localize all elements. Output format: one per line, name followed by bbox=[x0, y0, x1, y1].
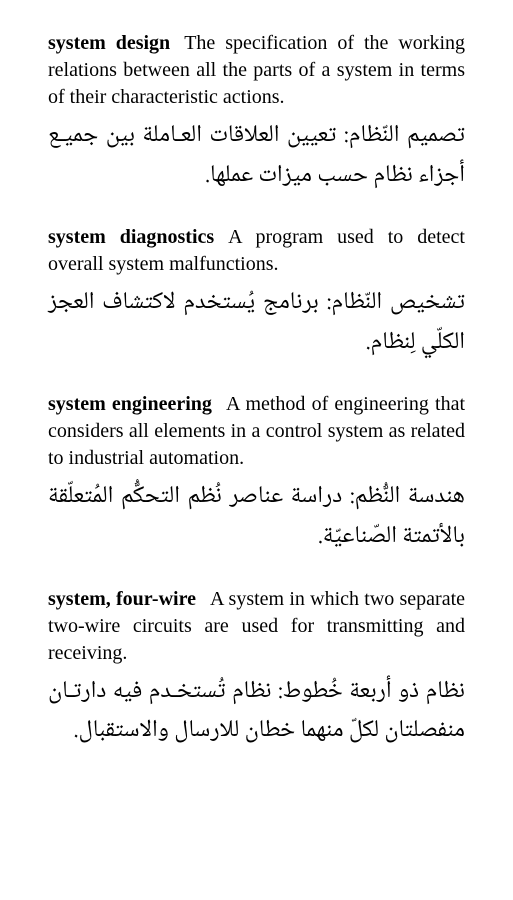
term: system design bbox=[48, 32, 170, 54]
term: system engineering bbox=[48, 393, 212, 415]
dictionary-entry: system engineeringA method of engineerin… bbox=[48, 391, 465, 557]
english-definition-block: system engineeringA method of engineerin… bbox=[48, 391, 465, 472]
definition-arabic: تشخيص النّظام: برنامج يُستخدم لاكتشاف ال… bbox=[48, 284, 465, 363]
dictionary-entry: system, four-wireA system in which two s… bbox=[48, 586, 465, 752]
english-definition-block: system diagnosticsA program used to dete… bbox=[48, 224, 465, 278]
definition-arabic: تصميم النّظام: تعيين العلاقات العـاملة ب… bbox=[48, 117, 465, 196]
term: system, four-wire bbox=[48, 588, 196, 610]
definition-arabic: هندسة النُّظم: دراسة عناصر نُظم التحكُّم… bbox=[48, 478, 465, 557]
definition-arabic: نظام ذو أربعة خُطوط: نظام تُستخـدم فيه د… bbox=[48, 673, 465, 752]
dictionary-entry: system designThe specification of the wo… bbox=[48, 30, 465, 196]
english-definition-block: system designThe specification of the wo… bbox=[48, 30, 465, 111]
term: system diagnostics bbox=[48, 226, 214, 248]
dictionary-entry: system diagnosticsA program used to dete… bbox=[48, 224, 465, 363]
english-definition-block: system, four-wireA system in which two s… bbox=[48, 586, 465, 667]
